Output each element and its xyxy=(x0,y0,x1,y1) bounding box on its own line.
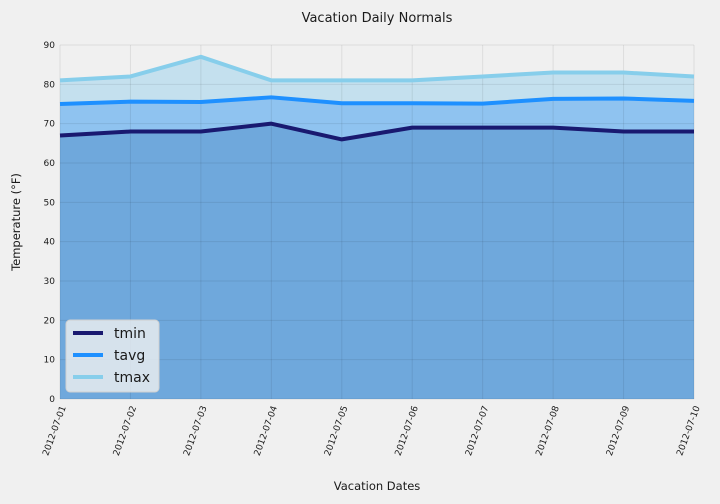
y-axis-ticks: 0 10 20 30 40 50 60 70 80 90 xyxy=(44,41,56,405)
legend-box xyxy=(65,319,160,393)
y-tick-label: 40 xyxy=(44,238,56,248)
legend-label-tmin: tmin xyxy=(114,326,146,342)
x-tick-label: 2012-07-04 xyxy=(253,405,280,458)
x-tick-label: 2012-07-09 xyxy=(605,405,632,458)
y-tick-label: 30 xyxy=(44,277,56,287)
x-tick-label: 2012-07-07 xyxy=(464,405,491,458)
series-line-tavg xyxy=(59,95,695,106)
x-tick-label: 2012-07-06 xyxy=(394,405,421,458)
x-tick-label: 2012-07-02 xyxy=(112,405,139,458)
x-axis-label: Vacation Dates xyxy=(334,479,421,493)
area-fill-tmin xyxy=(60,123,694,400)
gridlines xyxy=(59,44,695,400)
y-axis-label: Temperature (°F) xyxy=(9,173,23,272)
legend-label-tavg: tavg xyxy=(114,348,145,364)
x-axis-ticks: 2012-07-01 2012-07-02 2012-07-03 2012-07-04… xyxy=(41,405,702,458)
legend: tmin tavg tmax xyxy=(65,319,160,393)
x-tick-label: 2012-07-01 xyxy=(41,405,68,458)
y-tick-label: 50 xyxy=(44,198,56,208)
series-line-tmax xyxy=(59,54,695,83)
y-tick-label: 10 xyxy=(44,356,56,366)
x-tick-label: 2012-07-10 xyxy=(675,405,702,458)
y-tick-label: 0 xyxy=(49,395,55,405)
y-tick-label: 20 xyxy=(44,316,56,326)
legend-label-tmax: tmax xyxy=(114,370,150,386)
y-tick-label: 90 xyxy=(44,41,56,51)
series-line-tmin xyxy=(59,121,694,142)
series-lines xyxy=(59,54,695,142)
x-tick-label: 2012-07-05 xyxy=(323,405,350,458)
chart-title: Vacation Daily Normals xyxy=(302,11,453,26)
x-tick-label: 2012-07-08 xyxy=(535,405,562,458)
x-tick-label: 2012-07-03 xyxy=(182,405,209,458)
y-tick-label: 60 xyxy=(44,159,56,169)
y-tick-label: 70 xyxy=(44,120,56,130)
y-tick-label: 80 xyxy=(44,80,56,90)
